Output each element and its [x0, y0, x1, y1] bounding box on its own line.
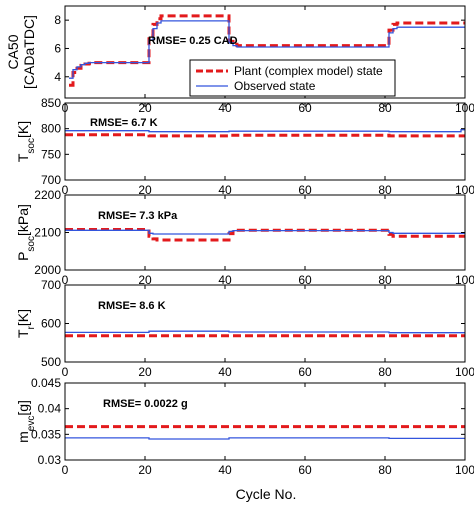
observed-state-line [69, 20, 465, 79]
y-tick-label: 6 [54, 41, 61, 55]
x-tick-label: 100 [455, 463, 474, 477]
y-axis-label: Psoc[kPa] [15, 204, 37, 261]
x-tick-label: 100 [455, 273, 474, 287]
x-tick-label: 80 [378, 365, 392, 379]
y-tick-label: 8 [54, 13, 61, 27]
x-tick-label: 0 [62, 463, 69, 477]
rmse-annotation: RMSE= 0.25 CAD [148, 35, 238, 47]
y-tick-label: 0.045 [31, 376, 61, 390]
x-tick-label: 60 [298, 273, 312, 287]
x-tick-label: 100 [455, 183, 474, 197]
subplot-3: 2000 2100 2200 0 20 40 60 80 100 RMSE= 7.3 kPa Pso… [15, 188, 474, 287]
x-tick-label: 40 [218, 463, 232, 477]
series-group [65, 228, 465, 242]
y-tick-label: 500 [41, 355, 61, 369]
subplot-2: 700 750 800 850 0 20 40 60 80 100 RMSE= 6.7 K Tsoc[… [15, 96, 474, 197]
y-tick-label: 0.04 [38, 402, 62, 416]
observed-state-line [65, 437, 465, 440]
y-axis-label-unit: [kPa] [15, 204, 31, 236]
observed-state-line [65, 330, 465, 334]
y-tick-label: 750 [41, 147, 61, 161]
y-tick-label: 850 [41, 96, 61, 110]
plot-frame [64, 382, 466, 461]
x-tick-label: 0 [62, 183, 69, 197]
x-tick-label: 40 [218, 183, 232, 197]
legend-label: Plant (complex model) state [234, 64, 383, 78]
rmse-annotation: RMSE= 8.6 K [98, 300, 166, 312]
legend-box [189, 59, 396, 97]
x-tick-label: 60 [298, 101, 312, 115]
x-tick-label: 20 [138, 273, 152, 287]
x-tick-label: 20 [138, 183, 152, 197]
x-tick-label: 20 [138, 101, 152, 115]
plot-frame [64, 194, 466, 271]
y-tick-label: 800 [41, 122, 61, 136]
y-axis-label-subscript: soc [26, 236, 37, 252]
y-axis-label-unit: [g] [15, 400, 31, 416]
x-tick-label: 100 [455, 365, 474, 379]
x-tick-label: 80 [378, 463, 392, 477]
plant-state-line [65, 133, 465, 138]
x-tick-label: 0 [62, 365, 69, 379]
x-tick-label: 80 [378, 101, 392, 115]
y-axis-label-unit: [K] [15, 309, 31, 326]
series-group [65, 425, 465, 440]
x-tick-label: 60 [298, 183, 312, 197]
legend-label: Observed state [234, 79, 316, 93]
x-tick-label: 100 [455, 101, 474, 115]
y-tick-label: 4 [54, 70, 61, 84]
x-tick-label: 60 [298, 365, 312, 379]
plot-frame [64, 284, 466, 363]
observed-state-line [65, 129, 465, 133]
y-axis-label: Tsoc[K] [15, 121, 37, 162]
y-tick-label: 0.035 [31, 427, 61, 441]
y-tick-label: 700 [41, 173, 61, 187]
x-tick-label: 40 [218, 101, 232, 115]
y-axis-label: CA50 [5, 34, 21, 69]
x-tick-label: 80 [378, 273, 392, 287]
y-axis-label: Tr[K] [15, 309, 37, 338]
x-tick-label: 40 [218, 273, 232, 287]
rmse-annotation: RMSE= 0.0022 g [103, 398, 188, 410]
plot-frame [64, 5, 466, 99]
y-axis-label-unit: [K] [15, 121, 31, 138]
plot-frame [64, 102, 466, 181]
y-tick-label: 700 [41, 278, 61, 292]
subplot-5: 0.03 0.035 0.04 0.045 0 20 40 60 80 100 RMSE= 0.00… [15, 376, 474, 477]
x-axis-label: Cycle No. [236, 486, 297, 502]
y-tick-label: 0.03 [38, 453, 62, 467]
y-tick-label: 2200 [34, 188, 61, 202]
x-tick-label: 0 [62, 273, 69, 287]
series-group [69, 14, 465, 87]
x-tick-label: 40 [218, 365, 232, 379]
plant-state-line [65, 228, 465, 242]
series-group [65, 330, 465, 338]
y-tick-label: 600 [41, 317, 61, 331]
rmse-annotation: RMSE= 6.7 K [90, 117, 158, 129]
y-axis-label-subscript: soc [26, 138, 37, 154]
y-tick-label: 2000 [34, 263, 61, 277]
x-tick-label: 20 [138, 365, 152, 379]
x-tick-label: 60 [298, 463, 312, 477]
y-axis-label: mevc[g] [15, 400, 37, 443]
subplot-4: 500 600 700 0 20 40 60 80 100 RMSE= 8.6 K Tr[K] [15, 278, 474, 379]
x-tick-label: 20 [138, 463, 152, 477]
observed-state-line [65, 229, 465, 235]
y-tick-label: 2100 [34, 226, 61, 240]
series-group [65, 129, 465, 138]
rmse-annotation: RMSE= 7.3 kPa [98, 210, 178, 222]
y-axis-label-unit: [CADaTDC] [21, 15, 37, 89]
x-tick-label: 80 [378, 183, 392, 197]
y-axis-label-subscript: r [26, 325, 37, 329]
y-axis-label-subscript: evc [26, 416, 37, 432]
